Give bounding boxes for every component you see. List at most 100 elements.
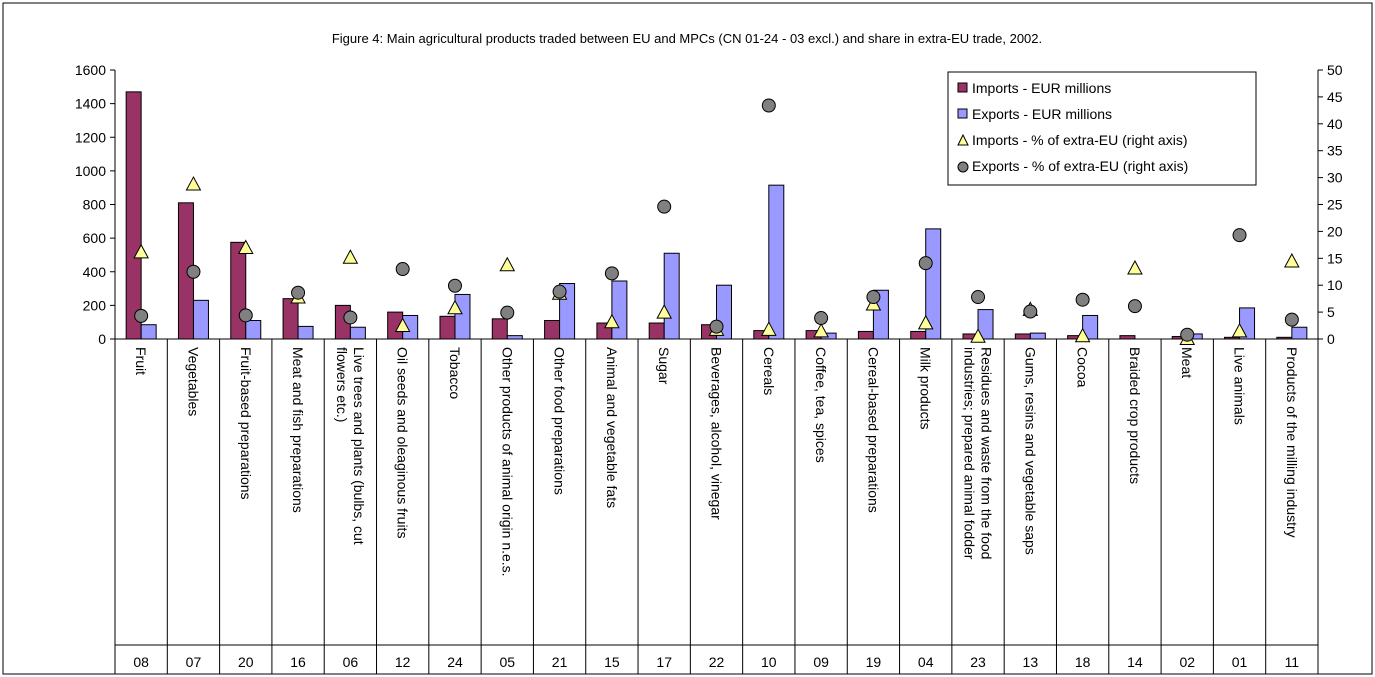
category-code-label: 14 (1127, 654, 1143, 670)
category-code-label: 16 (290, 654, 306, 670)
bar-imports (491, 318, 508, 340)
bar-imports (1119, 335, 1136, 340)
bar-exports (925, 228, 942, 340)
bar-imports (439, 315, 456, 340)
bar-imports (230, 241, 247, 340)
marker-exports-share (1023, 304, 1038, 319)
category-label: Beverages, alcohol, vinegar (709, 347, 725, 520)
marker-exports-share (134, 308, 149, 323)
category-label-line: Coffee, tea, spices (813, 347, 829, 463)
category-label-line: Cereal-based preparations (865, 347, 881, 513)
marker-imports-share (185, 176, 202, 191)
marker-exports-share (814, 311, 829, 326)
marker-imports-share (394, 317, 411, 333)
marker-exports-share (343, 310, 358, 325)
bar-exports (245, 320, 262, 340)
marker-exports-share (866, 290, 881, 305)
marker-imports-share (447, 299, 463, 315)
category-label: Fruit (133, 347, 149, 375)
right-tick-label: 0 (1327, 331, 1335, 347)
bar-imports (1276, 336, 1293, 340)
category-code-label: 17 (656, 654, 672, 670)
marker-exports-share (186, 264, 201, 279)
legend-label: Exports - % of extra-EU (right axis) (972, 158, 1188, 174)
bar-exports (977, 309, 994, 340)
category-code-label: 21 (552, 654, 568, 670)
category-label: Live animals (1232, 347, 1248, 425)
bar-imports (1014, 333, 1031, 340)
bar-exports (1029, 332, 1046, 340)
category-label-line: Meat (1179, 347, 1195, 378)
bar-exports (140, 324, 157, 340)
marker-exports-share (395, 262, 410, 277)
category-code-label: 12 (395, 654, 411, 670)
marker-exports-share (604, 266, 619, 281)
category-label-line: Milk products (918, 347, 934, 429)
marker-imports-share (917, 314, 934, 330)
bar-exports (663, 252, 680, 340)
legend-swatch (957, 82, 968, 93)
category-label: Oil seeds and oleaginous fruits (395, 347, 411, 538)
category-label: Other products of animal origin n.e.s. (499, 347, 515, 577)
marker-exports-share (500, 305, 515, 320)
marker-exports-share (1180, 327, 1195, 342)
category-code-label: 06 (343, 654, 359, 670)
category-code-label: 23 (970, 654, 986, 670)
marker-imports-share (1127, 259, 1143, 275)
bar-imports (648, 322, 665, 340)
category-code-label: 08 (133, 654, 149, 670)
left-tick-label: 600 (83, 230, 107, 246)
category-label-line: Animal and vegetable fats (604, 347, 620, 508)
category-label: Tobacco (447, 347, 463, 399)
marker-exports-share (447, 278, 462, 293)
category-code-label: 10 (761, 654, 777, 670)
category-code-label: 15 (604, 654, 620, 670)
category-label-line: industries; prepared animal fodder (962, 347, 978, 560)
marker-imports-share (1284, 252, 1300, 268)
category-code-label: 05 (499, 654, 515, 670)
right-tick-label: 5 (1327, 304, 1335, 320)
category-label-line: Fruit-based preparations (238, 347, 254, 500)
category-label: Fruit-based preparations (238, 347, 254, 500)
category-label-line: Braided crop products (1127, 347, 1143, 484)
right-tick-label: 10 (1327, 277, 1343, 293)
category-label-line: flowers etc.) (334, 347, 350, 422)
category-label-line: Beverages, alcohol, vinegar (709, 347, 725, 520)
left-tick-label: 0 (98, 331, 106, 347)
marker-exports-share (709, 319, 724, 334)
category-code-label: 19 (866, 654, 882, 670)
category-code-label: 20 (238, 654, 254, 670)
right-tick-label: 35 (1327, 143, 1343, 159)
marker-imports-share (813, 322, 829, 338)
marker-exports-share (1075, 292, 1090, 307)
bar-imports (857, 330, 874, 340)
marker-exports-share (971, 290, 986, 305)
bar-exports (454, 293, 471, 340)
marker-imports-share (970, 328, 986, 343)
left-tick-label: 1200 (75, 129, 106, 145)
legend-label: Exports - EUR millions (972, 106, 1112, 122)
category-code-label: 04 (918, 654, 934, 670)
category-label: Meat and fish preparations (290, 347, 306, 513)
bar-imports (125, 91, 142, 340)
category-label-line: Other food preparations (552, 347, 568, 495)
category-code-label: 13 (1023, 654, 1039, 670)
category-code-label: 22 (709, 654, 725, 670)
category-label: Live trees and plants (bulbs, cutflowers… (334, 347, 367, 545)
bar-exports (506, 335, 523, 340)
category-label-line: Residues and waste from the food (979, 347, 995, 559)
category-code-label: 18 (1075, 654, 1091, 670)
right-tick-label: 50 (1327, 62, 1343, 78)
category-label-line: Oil seeds and oleaginous fruits (395, 347, 411, 538)
left-tick-label: 1400 (75, 96, 106, 112)
category-label-line: Live trees and plants (bulbs, cut (351, 347, 367, 545)
legend-box (947, 71, 1257, 186)
left-tick-label: 1000 (75, 163, 106, 179)
chart-legend: Imports - EUR millions Exports - EUR mill… (947, 71, 1257, 186)
category-code-label: 09 (813, 654, 829, 670)
legend-swatch (957, 108, 968, 119)
category-label: Cereal-based preparations (865, 347, 881, 513)
category-label-line: Live animals (1232, 347, 1248, 425)
category-label-line: Gums, resins and vegetable saps (1022, 347, 1038, 555)
category-label: Cereals (761, 347, 777, 395)
